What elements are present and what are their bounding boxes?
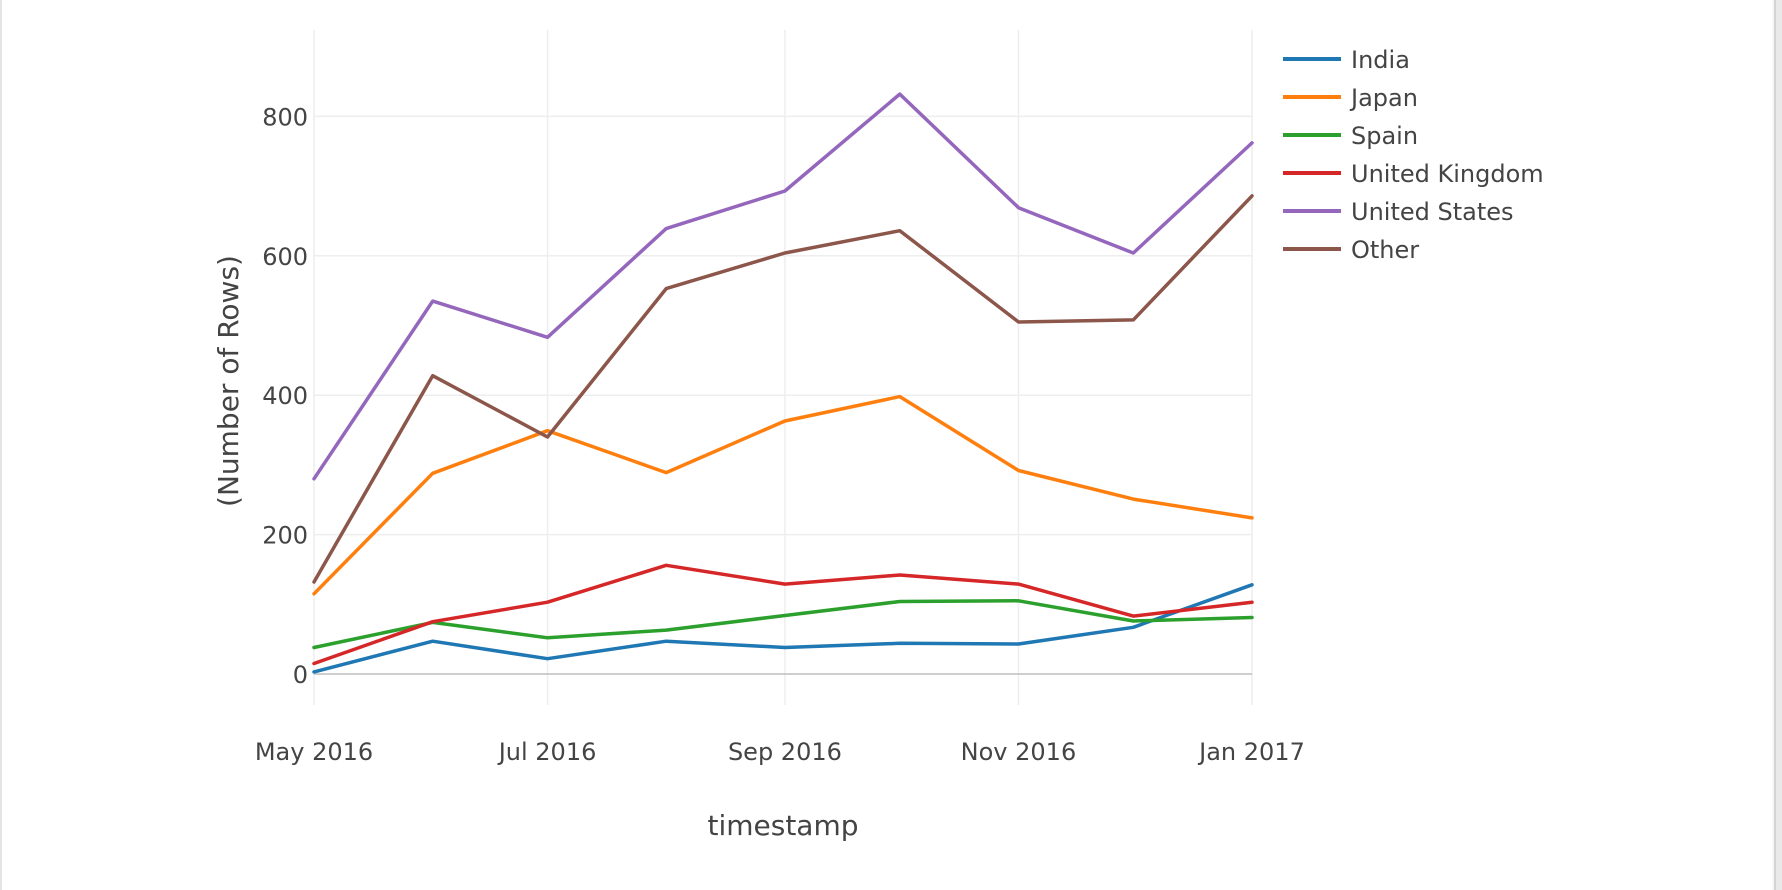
legend-label: United States xyxy=(1351,198,1514,226)
series-line-other[interactable] xyxy=(312,194,1254,584)
x-tick-label: Jan 2017 xyxy=(1197,738,1305,766)
legend-label: India xyxy=(1351,46,1410,74)
y-tick-label: 400 xyxy=(262,382,308,410)
y-tick-label: 200 xyxy=(262,522,308,550)
legend-item[interactable]: United States xyxy=(1283,198,1514,226)
series-layer xyxy=(312,92,1254,674)
y-tick-labels: 0 200 400 600 800 xyxy=(262,103,308,689)
y-tick-label: 800 xyxy=(262,103,308,131)
series-line-spain[interactable] xyxy=(312,599,1254,650)
y-tick-label: 600 xyxy=(262,243,308,271)
series-line-united-states[interactable] xyxy=(312,92,1254,481)
legend-item[interactable]: Spain xyxy=(1283,122,1418,150)
x-tick-label: May 2016 xyxy=(255,738,373,766)
legend-label: Japan xyxy=(1349,84,1418,112)
legend-item[interactable]: India xyxy=(1283,46,1410,74)
legend-item[interactable]: Japan xyxy=(1283,84,1418,112)
series-line-japan[interactable] xyxy=(312,394,1254,596)
legend-label: Spain xyxy=(1351,122,1418,150)
x-tick-labels: May 2016 Jul 2016 Sep 2016 Nov 2016 Jan 2017 xyxy=(255,738,1305,766)
legend-label: Other xyxy=(1351,236,1419,264)
y-tick-label: 0 xyxy=(293,661,308,689)
y-axis-title: (Number of Rows) xyxy=(212,255,245,507)
legend: India Japan Spain United Kingdom United Stat… xyxy=(1283,46,1544,264)
x-axis-title: timestamp xyxy=(707,809,858,842)
x-tick-label: Jul 2016 xyxy=(497,738,597,766)
grid-layer xyxy=(313,30,1253,705)
series-line-india[interactable] xyxy=(312,583,1254,674)
scrollbar-thumb[interactable] xyxy=(1774,0,1782,890)
series-line-united-kingdom[interactable] xyxy=(312,563,1254,666)
x-tick-label: Sep 2016 xyxy=(728,738,842,766)
legend-item[interactable]: United Kingdom xyxy=(1283,160,1544,188)
legend-item[interactable]: Other xyxy=(1283,236,1419,264)
legend-label: United Kingdom xyxy=(1351,160,1544,188)
x-tick-label: Nov 2016 xyxy=(961,738,1077,766)
